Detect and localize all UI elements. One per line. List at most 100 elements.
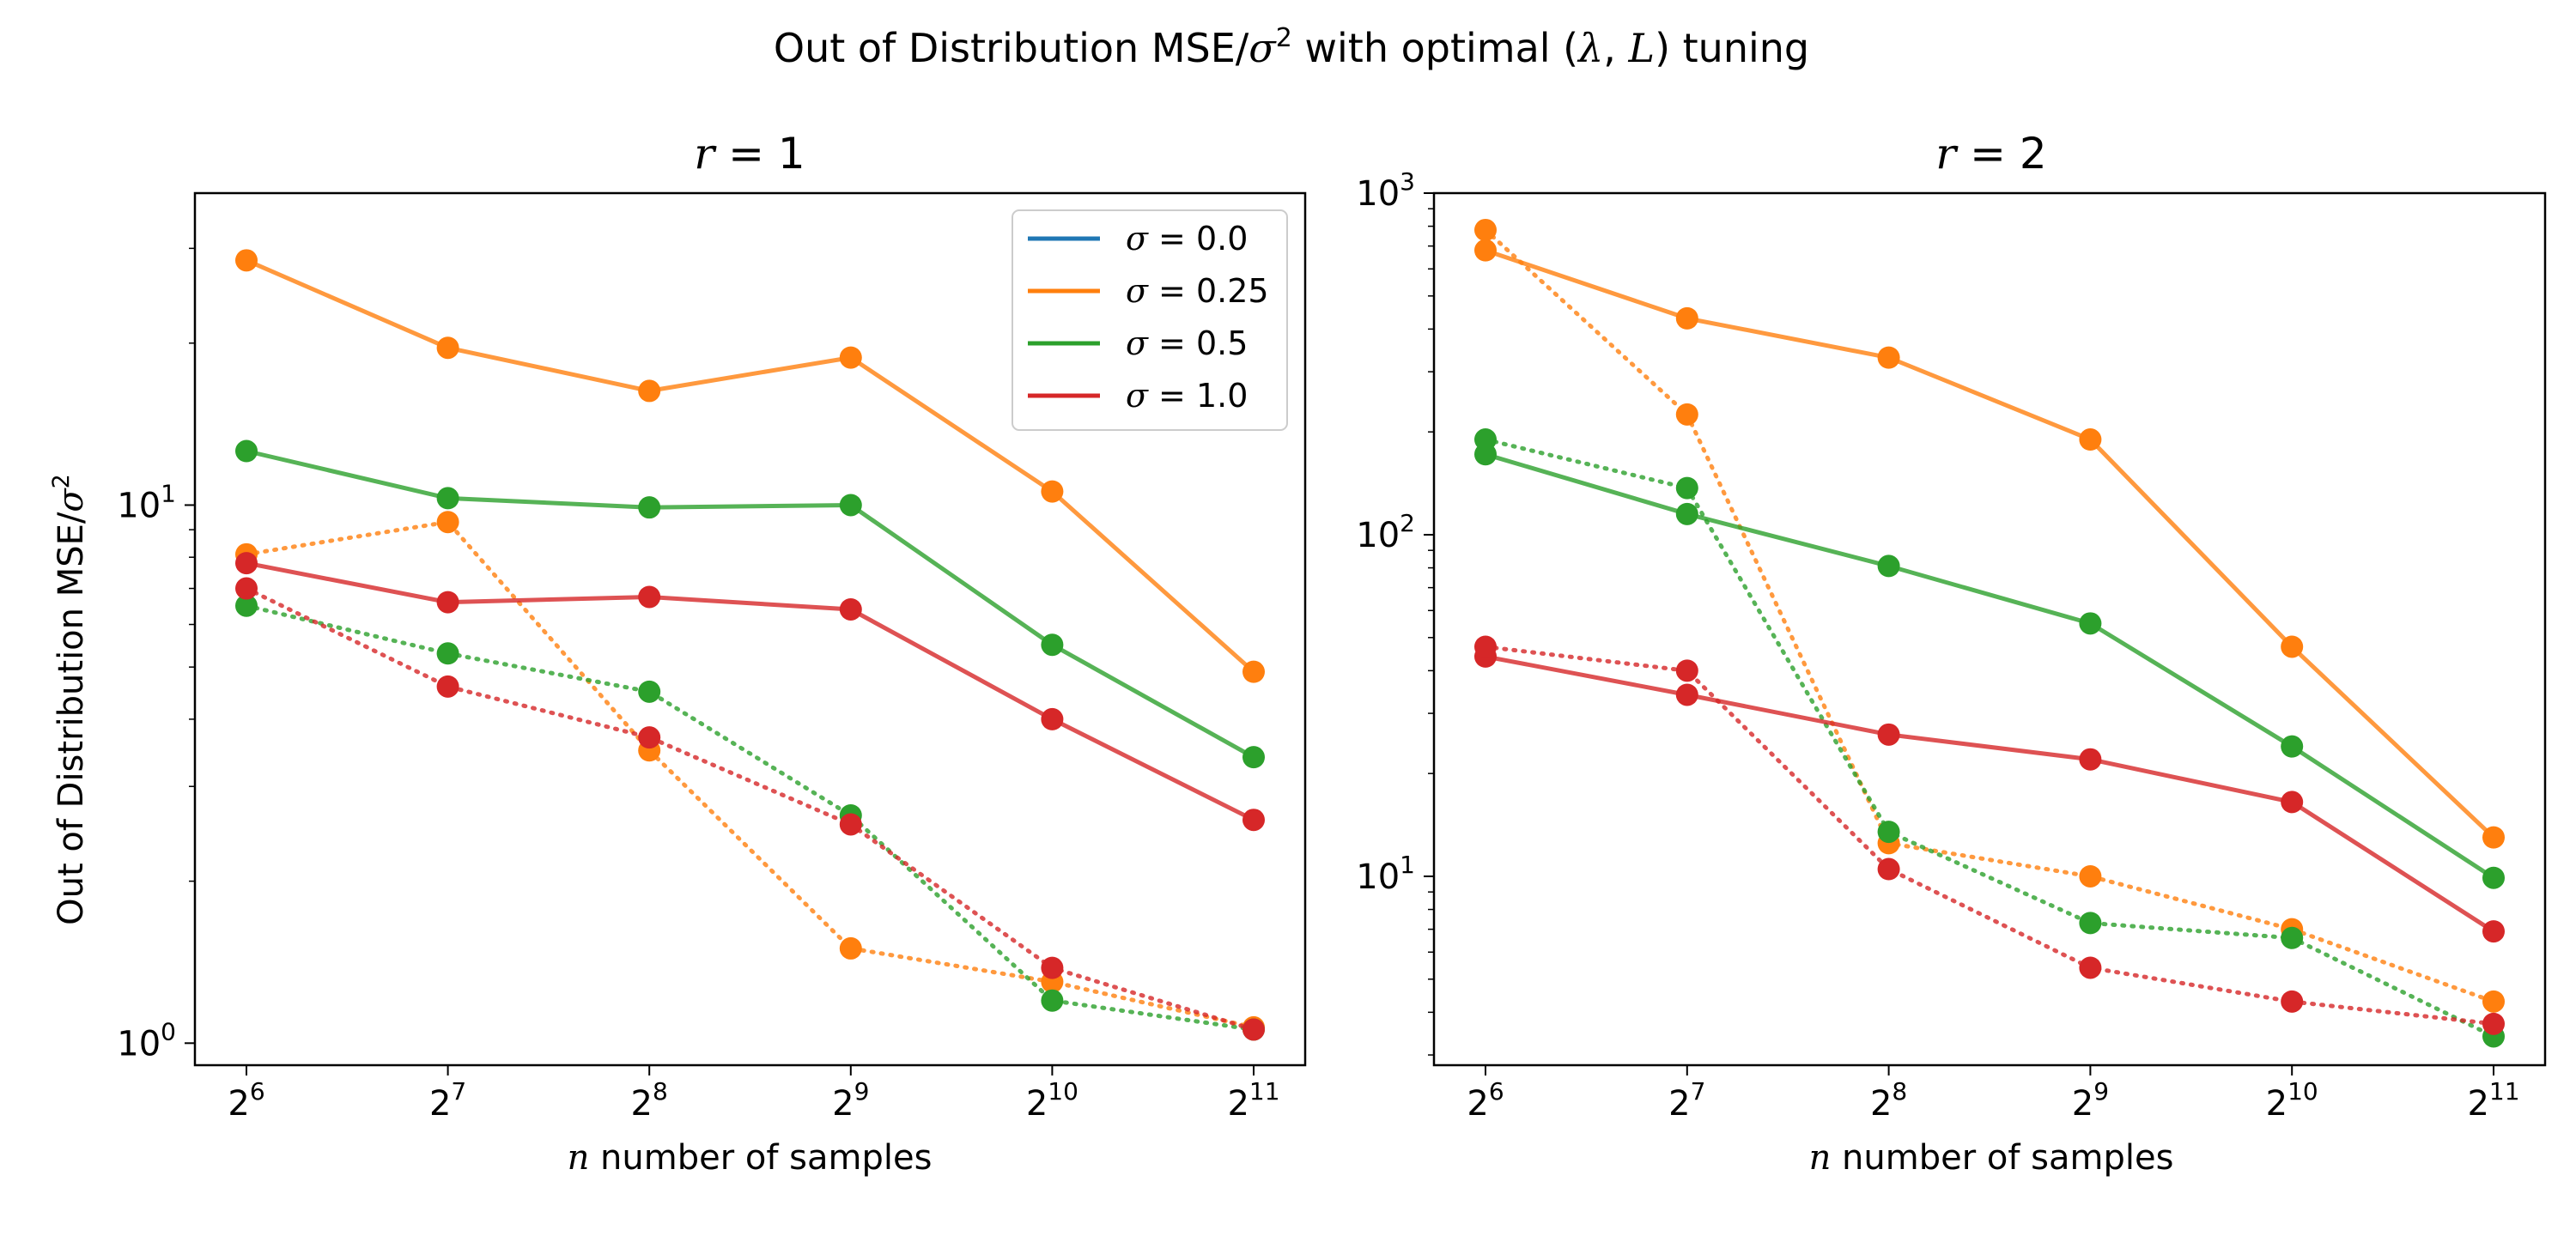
- legend-item: σ = 0.25: [1028, 272, 1269, 310]
- data-point: [1474, 218, 1497, 241]
- x-tick-label: 29: [832, 1077, 869, 1124]
- y-tick-label: 101: [1356, 851, 1415, 897]
- data-point: [235, 594, 258, 617]
- x-tick-label: 28: [1870, 1077, 1907, 1124]
- data-point: [1474, 239, 1497, 262]
- data-point: [436, 511, 459, 534]
- x-tick-label: 27: [1668, 1077, 1705, 1124]
- series-line: [1483, 227, 2496, 1004]
- data-point: [2079, 612, 2102, 635]
- legend-label: σ = 0.0: [1126, 220, 1248, 258]
- data-point: [1041, 633, 1064, 657]
- series-solid-sigma-0_25: [235, 249, 1265, 683]
- data-point: [436, 336, 459, 360]
- x-tick-label: 28: [631, 1077, 668, 1124]
- data-point: [638, 496, 661, 519]
- legend-label: σ = 0.25: [1126, 272, 1269, 310]
- legend-label: σ = 1.0: [1126, 377, 1248, 415]
- series-dotted-sigma-1: [235, 577, 1265, 1041]
- data-point: [1474, 635, 1497, 658]
- series-line: [1485, 248, 2495, 839]
- data-point: [2482, 866, 2505, 889]
- data-point: [1675, 683, 1698, 706]
- data-point: [1877, 554, 1900, 578]
- data-point: [436, 591, 459, 614]
- data-point: [2079, 748, 2102, 771]
- series-dotted-sigma-0_5: [1474, 428, 2505, 1048]
- series-solid-sigma-1: [1474, 645, 2505, 943]
- series-line: [1483, 437, 2496, 1039]
- data-point: [1675, 476, 1698, 500]
- data-point: [1041, 480, 1064, 503]
- data-point: [1242, 660, 1265, 683]
- series-dotted-sigma-0_5: [235, 594, 1265, 1041]
- x-tick-label: 210: [2266, 1077, 2318, 1124]
- data-point: [436, 642, 459, 665]
- series-dotted-sigma-0_25: [1474, 218, 2505, 1013]
- data-point: [1877, 857, 1900, 881]
- data-point: [1242, 809, 1265, 832]
- y-tick-label: 100: [117, 1017, 176, 1063]
- series-line: [1485, 451, 2495, 880]
- axis-ticks: 26 27 28 29 210 211 100 101: [117, 247, 1280, 1124]
- x-tick-label: 211: [2467, 1077, 2519, 1124]
- series-solid-sigma-1: [235, 552, 1265, 832]
- data-point: [1041, 707, 1064, 730]
- data-point: [1474, 428, 1497, 451]
- data-point: [1877, 821, 1900, 844]
- data-point: [2482, 920, 2505, 943]
- data-point: [436, 675, 459, 698]
- x-tick-label: 26: [228, 1077, 264, 1124]
- data-point: [2079, 912, 2102, 935]
- data-point: [638, 585, 661, 609]
- data-point: [2281, 926, 2304, 949]
- data-point: [2281, 990, 2304, 1013]
- x-axis-label: n number of samples: [1809, 1138, 2174, 1178]
- data-point: [1242, 1018, 1265, 1041]
- axis-ticks: 26 27 28 29 210 211 101 102 103: [1356, 167, 2519, 1124]
- axes-frame: [193, 191, 1307, 1067]
- data-point: [1242, 746, 1265, 769]
- series-line: [244, 586, 1256, 1032]
- series-line: [1485, 654, 2495, 934]
- legend-item: σ = 1.0: [1028, 377, 1248, 415]
- series-line: [246, 258, 1255, 674]
- series-line: [244, 603, 1256, 1032]
- data-point: [2281, 791, 2304, 814]
- data-point: [2079, 956, 2102, 979]
- data-point: [638, 680, 661, 703]
- data-point: [839, 494, 862, 517]
- x-tick-label: 211: [1227, 1077, 1279, 1124]
- series-solid-sigma-0_5: [235, 439, 1265, 769]
- data-point: [2482, 826, 2505, 849]
- x-tick-label: 27: [429, 1077, 466, 1124]
- data-point: [1041, 989, 1064, 1012]
- data-point: [839, 597, 862, 621]
- y-tick-label: 102: [1356, 509, 1415, 555]
- data-point: [235, 249, 258, 272]
- data-point: [2079, 428, 2102, 451]
- data-point: [2482, 1012, 2505, 1035]
- series-line: [244, 519, 1256, 1030]
- series-dotted-sigma-1: [1474, 635, 2505, 1035]
- figure-title: Out of Distribution MSE/σ2 with optimal …: [774, 23, 1809, 71]
- x-tick-label: 210: [1026, 1077, 1078, 1124]
- x-tick-label: 26: [1467, 1077, 1504, 1124]
- x-axis-label: n number of samples: [568, 1138, 933, 1178]
- series-line: [1483, 645, 2496, 1027]
- chart-panel-r1: r = 1 Out of Distribution MSE/σ2 n numbe…: [48, 129, 1307, 1178]
- data-point: [638, 379, 661, 403]
- panel-title: r = 2: [1935, 129, 2046, 179]
- legend: σ = 0.0 σ = 0.25 σ = 0.5 σ = 1.0: [1012, 209, 1288, 431]
- data-point: [2482, 990, 2505, 1013]
- data-point: [839, 346, 862, 369]
- series-solid-sigma-0_5: [1474, 443, 2505, 889]
- data-point: [1877, 723, 1900, 746]
- y-tick-label: 103: [1356, 167, 1415, 214]
- data-point: [839, 936, 862, 960]
- y-tick-label: 101: [117, 479, 176, 525]
- legend-box: [1012, 209, 1288, 431]
- data-point: [436, 487, 459, 510]
- data-point: [235, 577, 258, 600]
- legend-label: σ = 0.5: [1126, 324, 1248, 362]
